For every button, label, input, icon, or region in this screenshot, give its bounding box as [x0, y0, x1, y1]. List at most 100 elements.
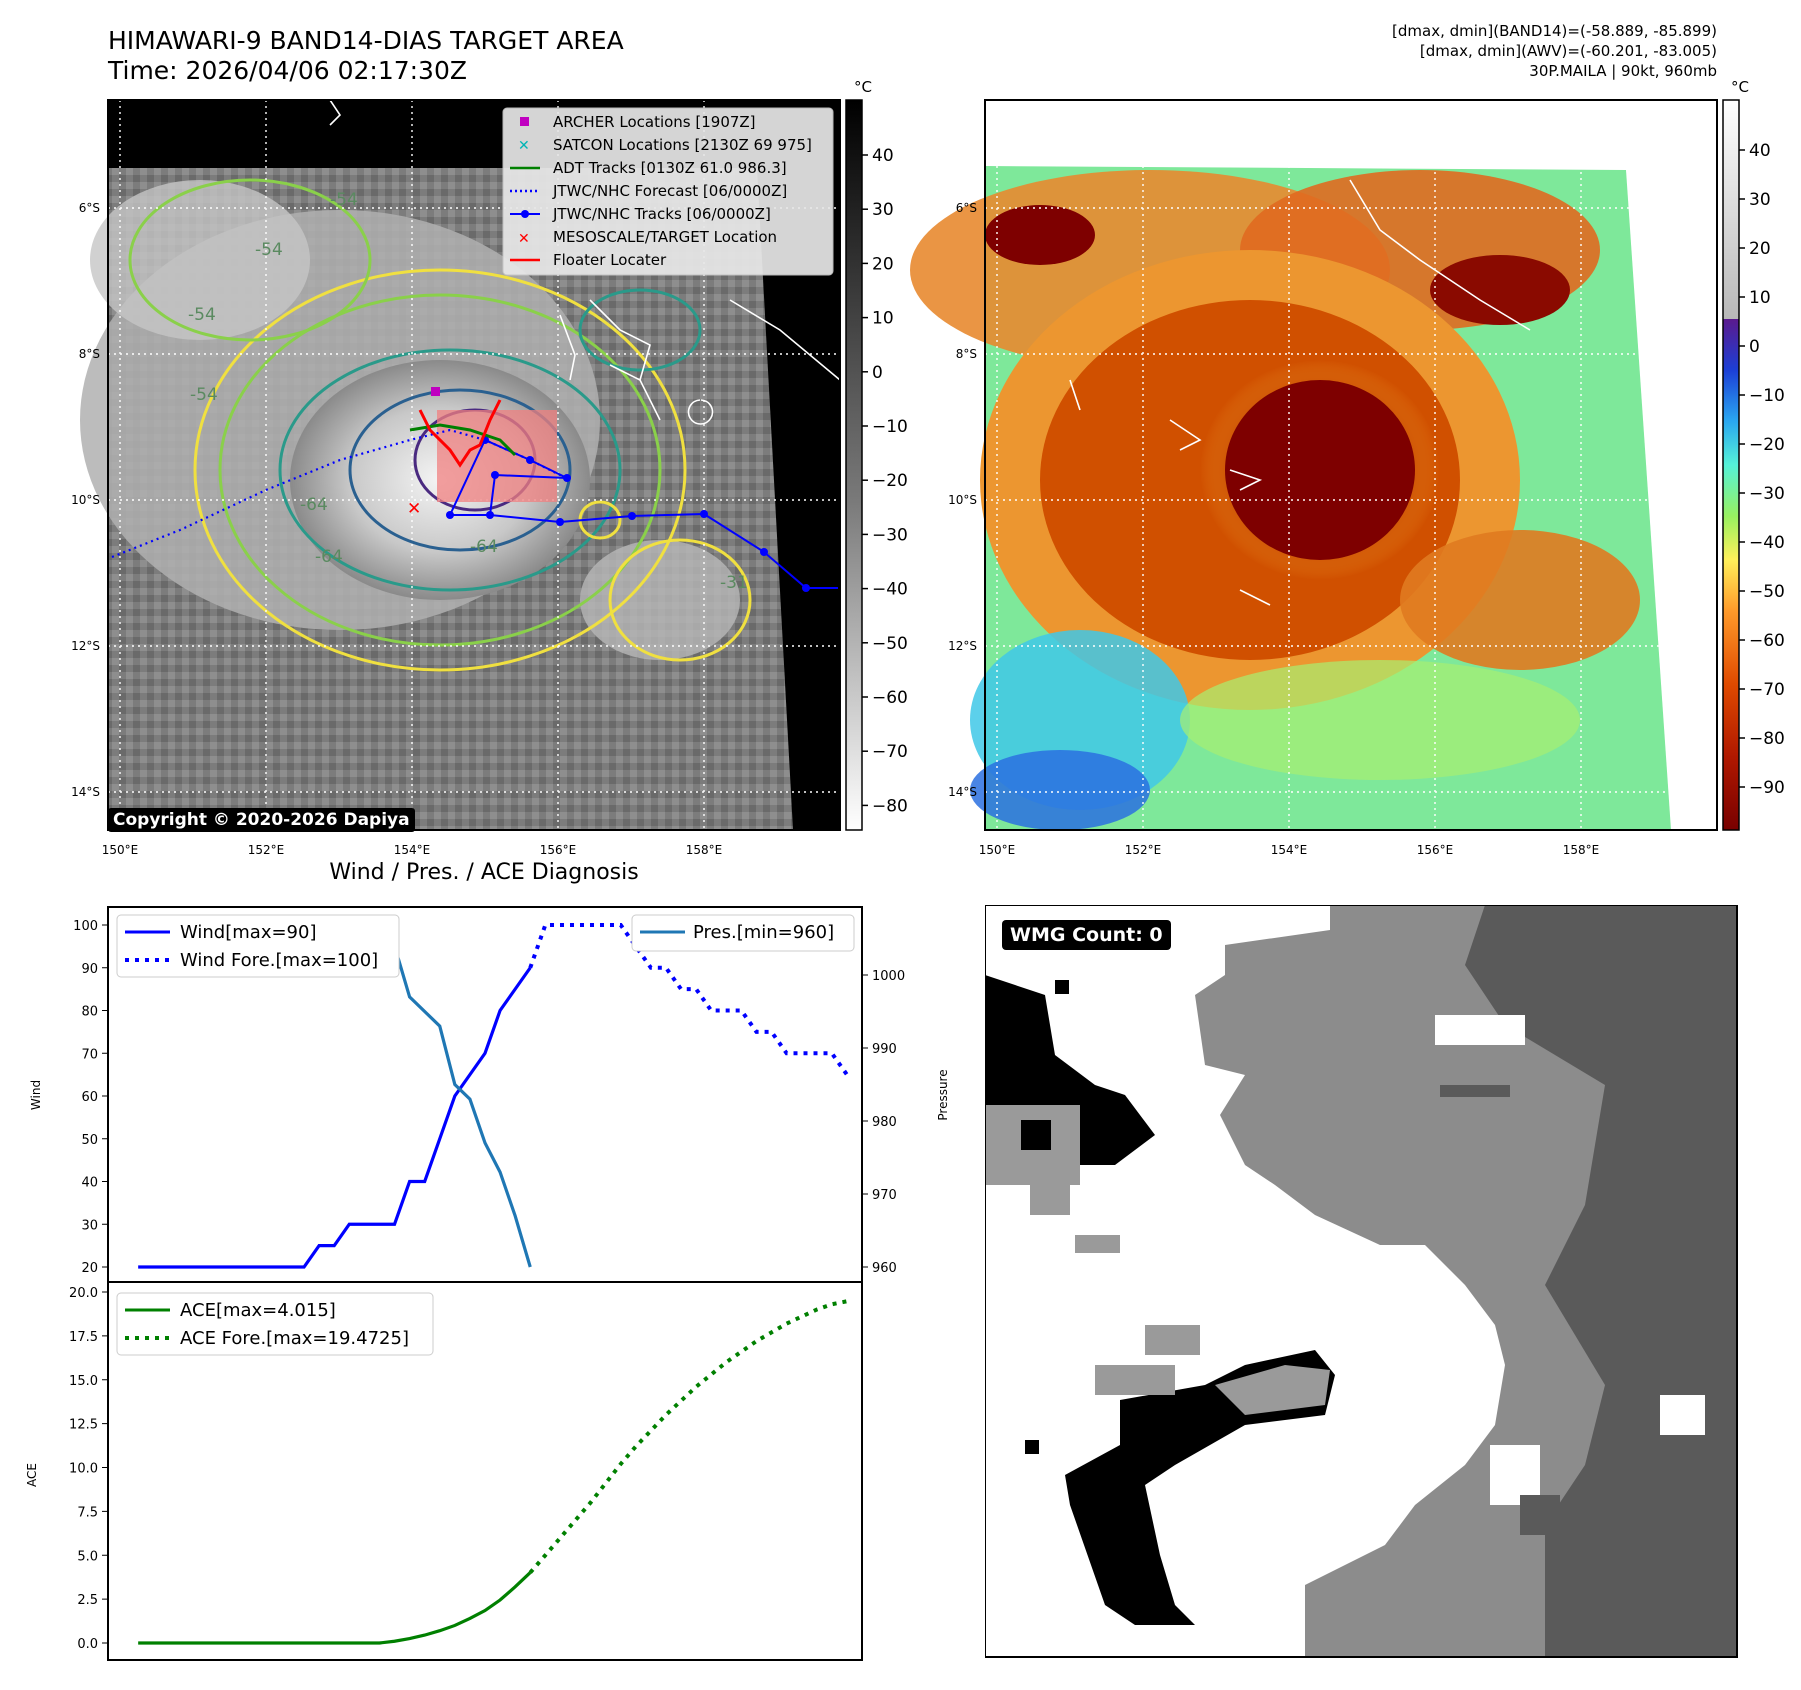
chart-title: HIMAWARI-9 BAND14-DIAS TARGET AREA — [108, 26, 624, 55]
gray-colorbar-tick: −10 — [872, 417, 908, 437]
ir-map-panel: -54 -54 -64 -64 -64 -54 -54 -31 — [71, 99, 1785, 857]
lat-label: 14°S — [948, 785, 977, 799]
ace-legend — [116, 1292, 434, 1356]
pressure-tick-label: 960 — [872, 1261, 897, 1276]
color-colorbar-tick: 40 — [1749, 141, 1771, 161]
pressure-legend — [631, 914, 855, 952]
storm-info: 30P.MAILA | 90kt, 960mb — [1529, 62, 1717, 80]
copyright-badge: Copyright © 2020-2026 Dapiya — [108, 808, 415, 832]
color-colorbar-tick: −70 — [1749, 680, 1785, 700]
legend-label: SATCON Locations [2130Z 69 975] — [553, 136, 812, 154]
pressure-tick-label: 1000 — [872, 969, 905, 984]
ace-axis-label: ACE — [25, 1463, 39, 1487]
wind-tick-label: 100 — [73, 919, 98, 934]
contour-green — [218, 293, 662, 647]
lon-label: 150°E — [102, 843, 139, 857]
lat-label: 14°S — [71, 785, 100, 799]
contour-label: -31 — [720, 573, 748, 593]
contour-label: -54 — [188, 305, 216, 325]
wind-tick-label: 20 — [81, 1261, 98, 1276]
jtwc-track-point — [700, 510, 708, 518]
contour-label: -54 — [190, 385, 218, 405]
floater-locater — [418, 399, 502, 468]
wmg-count-badge: WMG Count: 0 — [1002, 920, 1171, 950]
contour-label: -54 — [330, 190, 358, 210]
ace-tick-label: 5.0 — [77, 1549, 98, 1564]
ace-tick-label: 2.5 — [77, 1593, 98, 1608]
pressure-tick-label: 970 — [872, 1188, 897, 1203]
lat-label: 8°S — [956, 347, 977, 361]
color-colorbar — [1722, 99, 1740, 831]
map-legend — [502, 107, 834, 276]
legend-label: JTWC/NHC Tracks [06/0000Z] — [552, 205, 771, 223]
gray-colorbar-tick: 10 — [872, 309, 894, 329]
gray-colorbar-tick: −40 — [872, 580, 908, 600]
gray-colorbar-unit: °C — [854, 78, 872, 96]
lat-label: 10°S — [71, 493, 100, 507]
band14-range-info: [dmax, dmin](BAND14)=(-58.889, -85.899) — [1392, 22, 1717, 40]
lat-label: 8°S — [79, 347, 100, 361]
pressure-tick-label: 990 — [872, 1042, 897, 1057]
ace-tick-label: 10.0 — [69, 1462, 98, 1477]
chart-timestamp: Time: 2026/04/06 02:17:30Z — [108, 56, 467, 85]
contour-label: -64 — [470, 537, 498, 557]
contour-yellow — [193, 268, 687, 672]
color-colorbar-tick: −80 — [1749, 729, 1785, 749]
jtwc-track-line — [450, 512, 838, 589]
ace-tick-label: 0.0 — [77, 1637, 98, 1652]
lon-label: 154°E — [394, 843, 431, 857]
ace-panel-frame — [107, 1281, 863, 1661]
color-colorbar-unit: °C — [1731, 78, 1749, 96]
lon-label: 154°E — [1271, 843, 1308, 857]
gray-colorbar-tick: −30 — [872, 525, 908, 545]
color-colorbar-tick: 20 — [1749, 239, 1771, 259]
awv-range-info: [dmax, dmin](AWV)=(-60.201, -83.005) — [1419, 42, 1717, 60]
lon-label: 150°E — [979, 843, 1016, 857]
pressure-axis-label: Pressure — [936, 1069, 950, 1120]
lon-label: 156°E — [540, 843, 577, 857]
legend-label: ADT Tracks [0130Z 61.0 986.3] — [553, 159, 787, 177]
ace-series-line-0 — [138, 1571, 532, 1645]
ace-tick-label: 20.0 — [69, 1286, 98, 1301]
archer-marker — [431, 387, 440, 396]
wind-tick-label: 50 — [81, 1133, 98, 1148]
series-line-1 — [528, 923, 849, 1076]
ace-series-line-1 — [528, 1299, 848, 1574]
lat-label: 12°S — [948, 639, 977, 653]
contour-blue — [348, 388, 572, 552]
wind-tick-label: 80 — [81, 1005, 98, 1020]
contour-teal — [278, 348, 622, 592]
gray-colorbar — [845, 99, 863, 831]
legend-label: Floater Locater — [553, 251, 667, 269]
legend-marker: ✕ — [518, 138, 530, 154]
legend-label: MESOSCALE/TARGET Location — [553, 228, 777, 246]
jtwc-track-point — [760, 548, 768, 556]
legend-marker: ✕ — [518, 231, 530, 247]
jtwc-track-point — [556, 518, 564, 526]
contour-label: -64 — [300, 495, 328, 515]
lon-label: 152°E — [1125, 843, 1162, 857]
diagnosis-chart: 100 90 80 70 60 50 40 30 20 1000 990 980 970 960 Wind P… — [25, 906, 950, 1661]
gray-colorbar-tick: 30 — [872, 200, 894, 220]
color-colorbar-tick: −90 — [1749, 778, 1785, 798]
wind-legend-label: Wind[max=90] — [180, 922, 317, 943]
color-colorbar-tick: 30 — [1749, 190, 1771, 210]
series-line-0 — [138, 966, 532, 1269]
gray-colorbar-tick: −20 — [872, 471, 908, 491]
legend-label: ARCHER Locations [1907Z] — [553, 113, 756, 131]
gray-colorbar-tick: 20 — [872, 254, 894, 274]
storm-core — [1225, 380, 1415, 560]
legend-marker — [520, 117, 529, 126]
diagnosis-title: Wind / Pres. / ACE Diagnosis — [329, 860, 639, 885]
wind-axis-label: Wind — [29, 1080, 43, 1110]
legend-label: JTWC/NHC Forecast [06/0000Z] — [552, 182, 787, 200]
pressure-legend-label: Pres.[min=960] — [693, 922, 834, 943]
wind-legend — [116, 914, 400, 978]
color-colorbar-ticks: 40 30 20 10 0 −10 −20 −30 −40 −50 −60 −70 −80 −90 — [1739, 141, 1785, 798]
gray-colorbar-tick: −70 — [872, 742, 908, 762]
wmg-dark-region — [1465, 905, 1737, 1657]
ace-tick-label: 15.0 — [69, 1374, 98, 1389]
lon-label: 158°E — [1563, 843, 1600, 857]
wind-tick-label: 60 — [81, 1090, 98, 1105]
gray-colorbar-tick: 0 — [872, 363, 883, 383]
